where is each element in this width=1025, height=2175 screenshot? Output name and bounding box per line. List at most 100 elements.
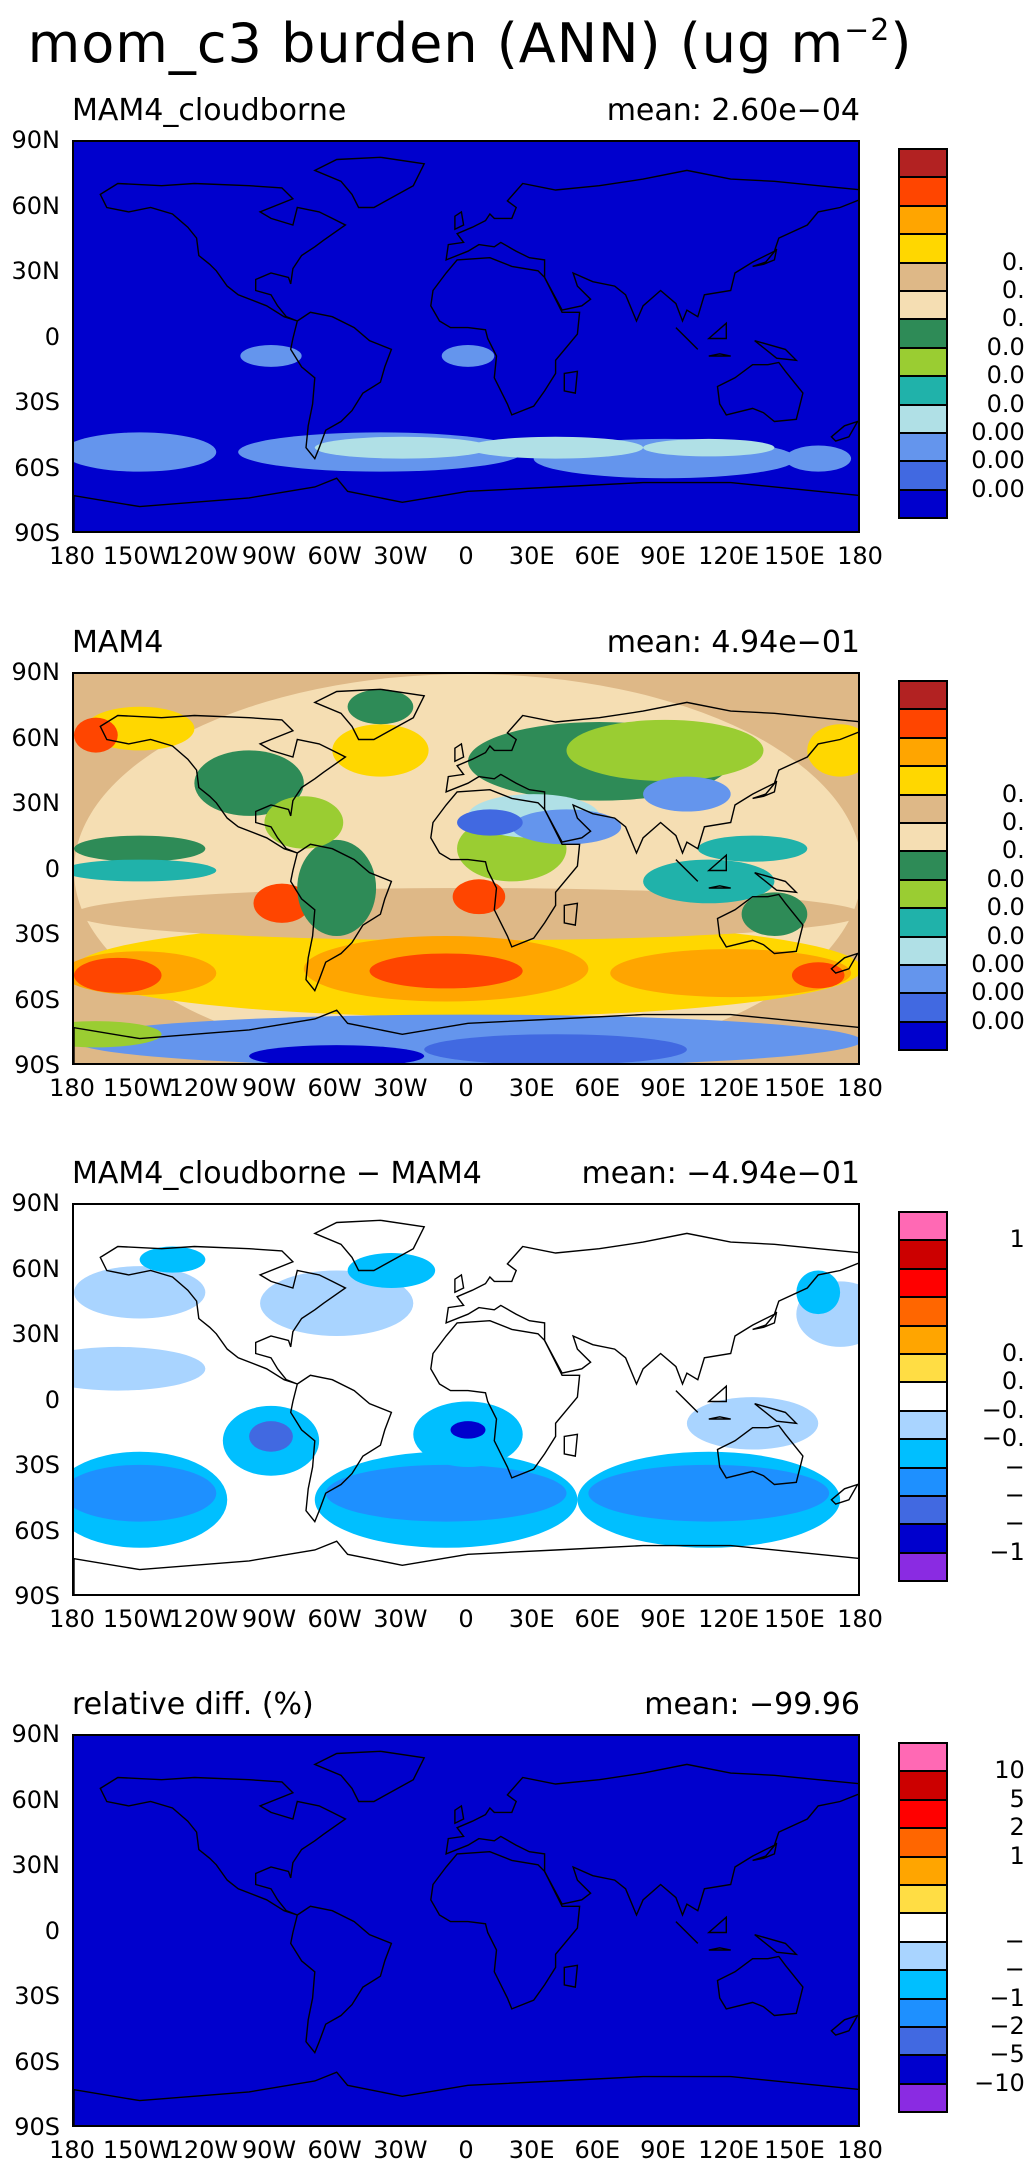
- coastline: [754, 872, 799, 894]
- coastline: [74, 2071, 858, 2125]
- coastline: [752, 1842, 778, 1862]
- colorbar-label: −2: [1004, 1481, 1025, 1509]
- colorbar-box: [898, 1381, 948, 1412]
- x-tick-label: 150E: [763, 542, 825, 570]
- y-tick-label: 60N: [11, 1254, 61, 1283]
- contour-region: [74, 717, 118, 753]
- map-background: [74, 1736, 858, 2125]
- x-tick-label: 90W: [241, 542, 297, 570]
- coastline: [708, 353, 731, 357]
- panel-mean: mean: −99.96: [644, 1687, 860, 1722]
- colorbar-box: [898, 1495, 948, 1526]
- coastline: [563, 1964, 579, 1988]
- contour-region: [260, 1270, 414, 1336]
- contour-region: [468, 436, 644, 459]
- colorbar-box: [898, 460, 948, 491]
- coastline: [430, 1850, 581, 2010]
- colorbar-label: −0.5: [981, 1424, 1025, 1453]
- x-tick-label: 180: [49, 1074, 95, 1102]
- contour-region: [610, 949, 852, 998]
- x-tick-label: 150E: [763, 1605, 825, 1633]
- y-tick-label: 90S: [14, 1051, 60, 1079]
- colorbar-box: [898, 1884, 948, 1915]
- coastline: [313, 1750, 426, 1803]
- colorbar-label: 2: [944, 1899, 1025, 1925]
- y-tick-label: 90S: [14, 1582, 60, 1610]
- contour-region: [566, 719, 764, 781]
- colorbar-box: [898, 793, 948, 824]
- y-tick-label: 90S: [14, 2113, 60, 2141]
- contour-region: [325, 1464, 567, 1522]
- x-tick-label: 60E: [574, 2136, 621, 2164]
- x-tick-label: 60W: [307, 2136, 362, 2164]
- x-tick-label: 90W: [241, 1605, 297, 1633]
- colorbar-label: −0.2: [981, 1395, 1025, 1424]
- x-tick-label: 120W: [168, 1074, 239, 1102]
- colorbar-label: −1: [1004, 1452, 1025, 1481]
- coastline: [675, 327, 699, 350]
- x-tick-label: 150W: [102, 2136, 173, 2164]
- panel-title: MAM4_cloudborne: [72, 93, 347, 128]
- y-tick-label: 0: [44, 1916, 60, 1945]
- x-tick-label: 60E: [574, 1074, 621, 1102]
- y-tick-label: 30S: [14, 920, 60, 948]
- panel-title: MAM4: [72, 625, 164, 660]
- x-tick-label: 30W: [373, 2136, 428, 2164]
- contour-region: [785, 445, 852, 472]
- coastline: [706, 853, 727, 872]
- coastline: [830, 420, 858, 442]
- x-tick-label: 0: [458, 542, 474, 570]
- coastline: [445, 169, 858, 323]
- contour-region: [240, 345, 302, 367]
- colorbar-label: 5: [944, 1255, 1025, 1281]
- colorbar-label: 0.01: [986, 389, 1025, 418]
- colorbar-box: [898, 2054, 948, 2085]
- colorbar-label: 0.001: [971, 474, 1025, 503]
- coastline: [706, 321, 727, 340]
- x-tick-label: 30E: [508, 1074, 555, 1102]
- colorbar-label: −100: [974, 2068, 1025, 2097]
- panel-title: MAM4_cloudborne − MAM4: [72, 1156, 482, 1191]
- x-tick-label: 60W: [307, 1605, 362, 1633]
- contour-region: [264, 796, 344, 849]
- coastline: [445, 1763, 858, 1917]
- colorbar-label: −2: [1004, 1926, 1025, 1955]
- colorbar-label: −20: [989, 2012, 1025, 2040]
- colorbar-label: −50: [989, 2040, 1025, 2069]
- x-tick-label: 30W: [373, 1605, 428, 1633]
- colorbar-box: [898, 176, 948, 207]
- y-tick-label: 60N: [11, 723, 61, 752]
- panel-mean: mean: −4.94e−01: [581, 1156, 860, 1191]
- y-tick-label: 90N: [11, 1720, 61, 1748]
- contour-region: [74, 835, 206, 862]
- colorbar-box: [898, 1969, 948, 2000]
- coastline: [289, 1905, 393, 2054]
- coastline: [830, 1483, 858, 1505]
- figure-title: mom_c3 burden (ANN) (ug m−2): [27, 12, 913, 75]
- x-tick-label: 90W: [241, 2136, 297, 2164]
- colorbar-box: [898, 1296, 948, 1327]
- colorbar-label: 0.5: [1001, 779, 1025, 808]
- x-tick-label: 0: [458, 1605, 474, 1633]
- coastline: [675, 859, 699, 882]
- contour-region: [450, 1421, 486, 1439]
- colorbar-label: −10: [989, 1983, 1025, 2012]
- colorbar-box: [898, 1798, 948, 1830]
- colorbar-box: [898, 1997, 948, 2028]
- x-tick-label: 180: [49, 542, 95, 570]
- x-tick-label: 180: [49, 2136, 95, 2164]
- coastline: [563, 902, 579, 926]
- coastline: [430, 788, 581, 948]
- x-tick-label: 120E: [698, 1074, 760, 1102]
- contour-region: [588, 1464, 830, 1522]
- colorbar-box: [898, 1551, 948, 1583]
- colorbar-label: 5: [944, 163, 1025, 189]
- contour-region: [643, 438, 775, 457]
- colorbar-box: [898, 1438, 948, 1469]
- colorbar-box: [898, 1239, 948, 1270]
- colorbar-box: [898, 1020, 948, 1052]
- colorbar-box: [898, 850, 948, 881]
- colorbar-label: 2: [944, 724, 1025, 750]
- x-tick-label: 0: [458, 1074, 474, 1102]
- coastline: [74, 1009, 858, 1063]
